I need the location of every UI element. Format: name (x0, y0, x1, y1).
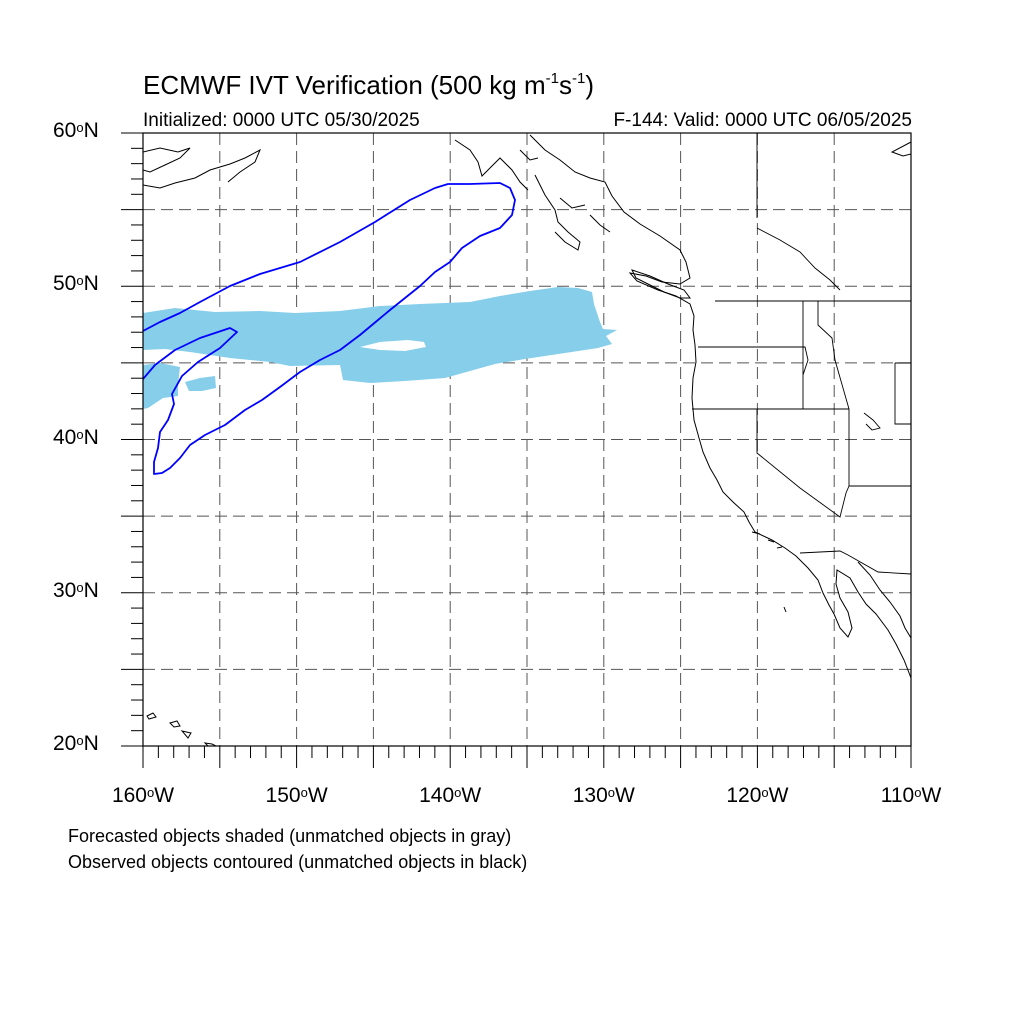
graticule (143, 133, 911, 746)
forecast-ivt-lobe (143, 363, 180, 409)
lat-label-50: 50oN (53, 272, 99, 296)
figure-title: ECMWF IVT Verification (500 kg m-1s-1) (143, 70, 594, 100)
legend-observed-note: Observed objects contoured (unmatched ob… (68, 852, 528, 872)
lon-label-160: 160oW (111, 784, 175, 807)
lat-label-30: 30oN (53, 578, 99, 602)
legend-forecast-note: Forecasted objects shaded (unmatched obj… (68, 826, 512, 846)
lon-label-130: 130oW (572, 784, 635, 807)
lon-label-110: 110oW (880, 784, 942, 807)
alaska-panhandle-islands (454, 139, 611, 251)
vancouver-island (631, 269, 691, 299)
lon-label-120: 120oW (726, 784, 789, 807)
lat-label-60: 60oN (53, 119, 99, 142)
observed-ivt-contour (143, 182, 516, 475)
init-time-label: Initialized: 0000 UTC 05/30/2025 (143, 110, 420, 131)
coastline-north-america (529, 134, 911, 679)
lon-label-150: 150oW (265, 784, 328, 807)
lon-label-140: 140oW (419, 784, 482, 807)
forecast-ivt-blob (185, 376, 216, 391)
state-boundaries (692, 301, 911, 575)
hawaiian-islands (146, 712, 217, 746)
us-canada-border (715, 133, 911, 302)
channel-islands (751, 531, 787, 613)
valid-time-label: F-144: Valid: 0000 UTC 06/05/2025 (613, 110, 912, 131)
lat-label-40: 40oN (53, 425, 99, 449)
forecast-ivt-object (143, 287, 617, 383)
gulf-of-alaska-coast (143, 147, 261, 189)
axis-ticks (121, 132, 912, 768)
lat-label-20: 20oN (53, 732, 99, 755)
